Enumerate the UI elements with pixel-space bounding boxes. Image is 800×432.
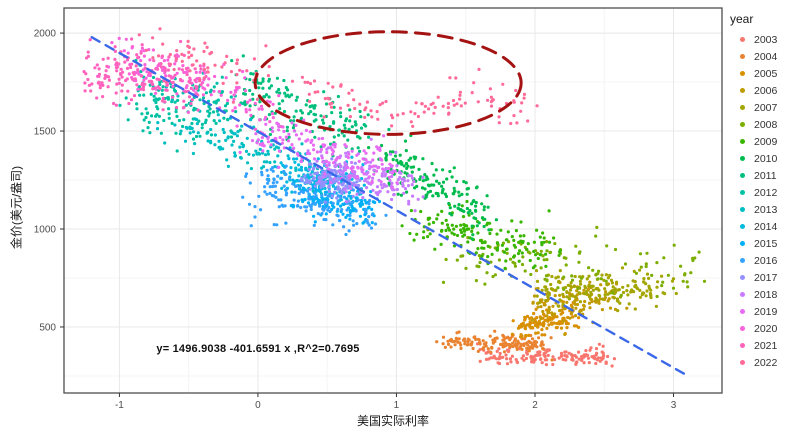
legend-item: 2003 [728, 31, 798, 48]
legend-item: 2016 [728, 252, 798, 269]
plot-panel [64, 8, 722, 393]
legend-swatch-dot [740, 360, 745, 365]
legend-item-label: 2019 [754, 305, 778, 318]
regression-line [90, 36, 689, 377]
x-axis-title: 美国实际利率 [356, 414, 430, 428]
legend-items: 2003 2004 2005 2006 2007 2008 2009 2010 2011 2012… [728, 31, 798, 371]
x-axis: -1 0 1 2 3 [115, 393, 677, 411]
legend-swatch-dot [740, 224, 745, 229]
legend-item-label: 2021 [754, 339, 778, 352]
legend-swatch-dot [740, 258, 745, 263]
series-2012 [118, 58, 245, 153]
highlight-ellipse [253, 30, 523, 136]
legend-item: 2007 [728, 99, 798, 116]
series-2007 [534, 266, 678, 313]
legend-item: 2011 [728, 167, 798, 184]
legend-item-label: 2006 [754, 84, 778, 97]
legend-item-label: 2004 [754, 50, 778, 63]
legend-item: 2020 [728, 320, 798, 337]
legend-item-label: 2012 [754, 186, 778, 199]
legend-item-label: 2017 [754, 271, 778, 284]
series-2004 [435, 329, 554, 362]
legend-item-label: 2010 [754, 152, 778, 165]
legend-item-label: 2011 [754, 169, 777, 182]
legend-item: 2013 [728, 201, 798, 218]
series-2021 [82, 37, 208, 112]
x-tick-label: 0 [255, 400, 261, 411]
legend-swatch-dot [740, 37, 745, 42]
x-tick-label: -1 [115, 400, 124, 411]
legend-swatch-dot [740, 207, 745, 212]
legend-swatch-dot [740, 88, 745, 93]
legend-item-label: 2018 [754, 288, 778, 301]
legend-item: 2004 [728, 48, 798, 65]
series-2010 [358, 133, 498, 241]
legend-swatch-dot [740, 326, 745, 331]
legend-item: 2006 [728, 82, 798, 99]
series-2016 [241, 164, 388, 237]
legend-swatch-dot [740, 54, 745, 59]
legend-item-label: 2020 [754, 322, 778, 335]
legend-swatch-dot [740, 122, 745, 127]
legend-item-label: 2009 [754, 135, 778, 148]
x-tick-label: 3 [671, 400, 677, 411]
legend-item-label: 2005 [754, 67, 778, 80]
legend-swatch-dot [740, 292, 745, 297]
legend-item-label: 2003 [754, 33, 778, 46]
legend-item: 2012 [728, 184, 798, 201]
y-tick-label: 500 [39, 322, 56, 333]
legend-title: year [730, 12, 754, 26]
series-2022 [137, 27, 539, 128]
legend-swatch-dot [740, 139, 745, 144]
legend-swatch-dot [740, 190, 745, 195]
y-axis: 500 1000 1500 2000 [34, 29, 64, 333]
legend-item-label: 2013 [754, 203, 778, 216]
y-tick-label: 1500 [34, 127, 57, 138]
legend-item: 2008 [728, 116, 798, 133]
series-2003 [476, 342, 617, 368]
legend-item: 2015 [728, 235, 798, 252]
legend-swatch-dot [740, 105, 745, 110]
legend-item-label: 2022 [754, 356, 778, 369]
legend-item: 2009 [728, 133, 798, 150]
legend-item: 2010 [728, 150, 798, 167]
legend-item: 2022 [728, 354, 798, 371]
legend-item: 2019 [728, 303, 798, 320]
y-tick-label: 2000 [34, 29, 57, 40]
legend-item-label: 2007 [754, 101, 778, 114]
legend-swatch-dot [740, 71, 745, 76]
legend: year 2003 2004 2005 2006 2007 2008 2009 2010 201… [728, 12, 798, 371]
x-tick-label: 1 [394, 400, 400, 411]
y-tick-label: 1000 [34, 225, 57, 236]
data-points [82, 27, 707, 368]
series-2009 [400, 199, 562, 270]
legend-swatch-dot [740, 173, 745, 178]
y-axis-title: 金价(美元/盎司) [9, 165, 24, 250]
panel-border [63, 7, 723, 394]
legend-item: 2014 [728, 218, 798, 235]
regression-equation-label: y= 1496.9038 -401.6591 x ,R^2=0.7695 [156, 343, 360, 355]
legend-swatch-dot [740, 275, 745, 280]
legend-item-label: 2015 [754, 237, 778, 250]
legend-item-label: 2008 [754, 118, 778, 131]
legend-swatch-dot [740, 241, 745, 246]
legend-item-label: 2014 [754, 220, 778, 233]
legend-item: 2018 [728, 286, 798, 303]
legend-item-label: 2016 [754, 254, 778, 267]
series-2005 [510, 300, 582, 339]
legend-swatch-dot [740, 156, 745, 161]
legend-item: 2021 [728, 337, 798, 354]
x-tick-label: 2 [532, 400, 538, 411]
legend-item: 2005 [728, 65, 798, 82]
legend-swatch-dot [740, 343, 745, 348]
legend-swatch-dot [740, 309, 745, 314]
legend-item: 2017 [728, 269, 798, 286]
